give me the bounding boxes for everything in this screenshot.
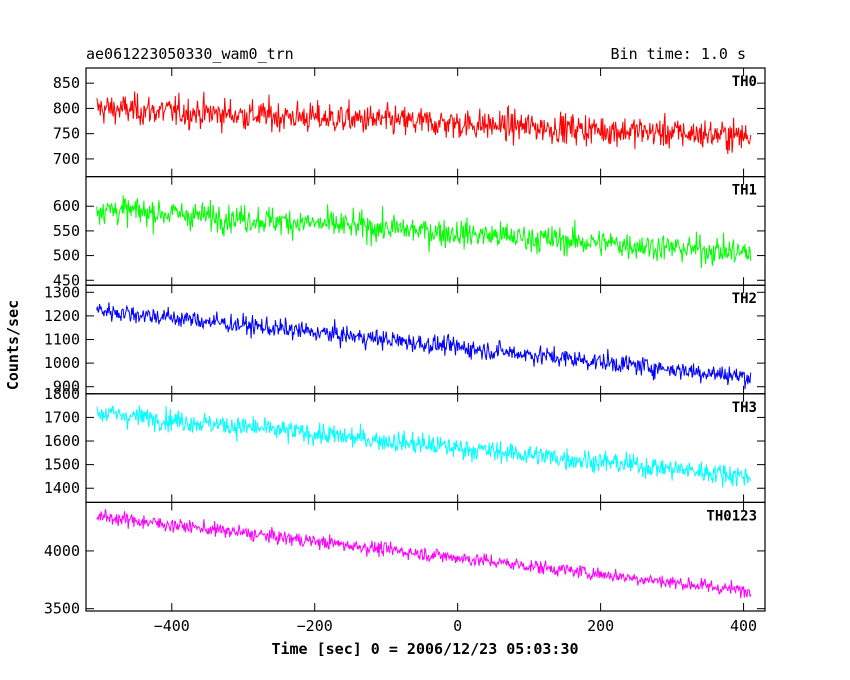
y-tick-label: 850 — [53, 74, 80, 92]
series-line-th1 — [96, 195, 752, 269]
y-tick-label: 3500 — [44, 600, 80, 618]
x-tick-label: 0 — [453, 617, 462, 635]
panel-frame — [85, 67, 766, 178]
x-tick-label: 400 — [730, 617, 757, 635]
y-tick-label: 500 — [53, 247, 80, 265]
x-tick-label: 200 — [587, 617, 614, 635]
series-line-th2 — [96, 302, 752, 390]
panels-group: 700 750 800 850 TH0 450 500 550 600 TH1 900 1000 110… — [44, 67, 766, 635]
y-tick-label: 450 — [53, 271, 80, 289]
y-tick-label: 1800 — [44, 385, 80, 403]
y-tick-label: 800 — [53, 99, 80, 117]
chart-title: ae061223050330_wam0_trn — [86, 45, 294, 63]
y-tick-label: 1200 — [44, 307, 80, 325]
y-tick-label: 1000 — [44, 354, 80, 372]
series-line-th3 — [96, 405, 752, 488]
panel-label-th0123: TH0123 — [706, 508, 757, 524]
panel-label-th0: TH0 — [732, 74, 757, 90]
x-tick-label: −400 — [154, 617, 190, 635]
y-tick-label: 1300 — [44, 283, 80, 301]
y-tick-label: 900 — [53, 378, 80, 396]
panel-frame — [85, 501, 766, 612]
x-axis-label: Time [sec] 0 = 2006/12/23 05:03:30 — [271, 640, 578, 658]
y-tick-label: 600 — [53, 197, 80, 215]
y-tick-label: 550 — [53, 222, 80, 240]
x-tick-label: −200 — [297, 617, 333, 635]
panel-frame — [85, 284, 766, 395]
y-tick-label: 1700 — [44, 408, 80, 426]
y-tick-label: 4000 — [44, 542, 80, 560]
y-tick-label: 1500 — [44, 456, 80, 474]
y-tick-label: 750 — [53, 125, 80, 143]
panel-label-th1: TH1 — [732, 183, 757, 199]
y-axis-label: Counts/sec — [4, 300, 22, 390]
y-tick-label: 1100 — [44, 331, 80, 349]
bin-time-label: Bin time: 1.0 s — [611, 45, 746, 63]
series-line-th0123 — [96, 509, 752, 599]
panel-label-th3: TH3 — [732, 400, 757, 416]
panel-label-th2: TH2 — [732, 291, 757, 307]
y-tick-label: 1600 — [44, 432, 80, 450]
y-tick-label: 700 — [53, 150, 80, 168]
y-tick-label: 1400 — [44, 479, 80, 497]
series-line-th0 — [96, 91, 752, 155]
